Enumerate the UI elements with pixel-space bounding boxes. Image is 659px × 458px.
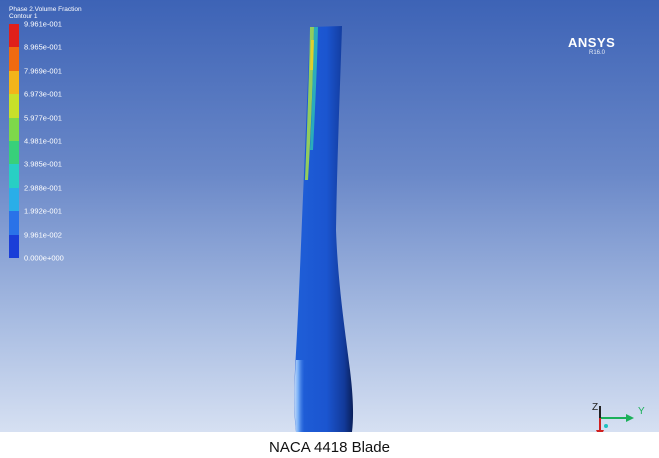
blade-edge-band	[310, 27, 318, 150]
ansys-logo: ANSYS	[568, 35, 616, 50]
legend-color-bar	[9, 24, 19, 259]
legend-tick-label: 6.973e-001	[24, 89, 62, 99]
blade-contour-render[interactable]	[0, 0, 659, 432]
figure-caption: NACA 4418 Blade	[269, 439, 390, 456]
legend-tick-label: 5.977e-001	[24, 113, 62, 123]
legend-tick-label: 7.969e-001	[24, 66, 62, 76]
legend-swatch	[9, 24, 19, 48]
blade-root-highlight	[294, 360, 305, 432]
legend-swatch	[9, 70, 19, 95]
legend-tick-label: 0.000e+000	[24, 253, 64, 263]
triad-y-arrow	[626, 414, 634, 422]
triad-x-arrow	[596, 430, 604, 432]
legend-swatch	[9, 47, 19, 72]
legend-tick-label: 9.961e-002	[24, 230, 62, 240]
legend-title: Phase 2.Volume Fraction	[9, 6, 82, 13]
legend-subtitle: Contour 1	[9, 13, 38, 20]
legend-swatch	[9, 94, 19, 119]
legend-tick-label: 9.961e-001	[24, 19, 62, 29]
legend-swatch	[9, 164, 19, 189]
legend-swatch	[9, 211, 19, 236]
triad-origin	[604, 424, 608, 428]
legend-swatch	[9, 187, 19, 212]
legend-swatch	[9, 141, 19, 165]
legend-tick-label: 8.965e-001	[24, 42, 62, 52]
legend-tick-label: 2.988e-001	[24, 183, 62, 193]
ansys-version: R16.0	[589, 50, 606, 56]
axis-triad: Y Z X	[592, 402, 645, 432]
triad-y-label: Y	[638, 406, 645, 417]
legend-tick-label: 4.981e-001	[24, 136, 62, 146]
graphics-viewport[interactable]: Phase 2.Volume Fraction Contour 1 9.961e…	[0, 0, 659, 432]
legend-tick-label: 1.992e-001	[24, 206, 62, 216]
legend-swatch	[9, 234, 19, 259]
legend-tick-label: 3.985e-001	[24, 159, 62, 169]
triad-z-label: Z	[592, 402, 598, 413]
blade-tip-spot	[310, 40, 314, 70]
legend-swatch	[9, 117, 19, 142]
